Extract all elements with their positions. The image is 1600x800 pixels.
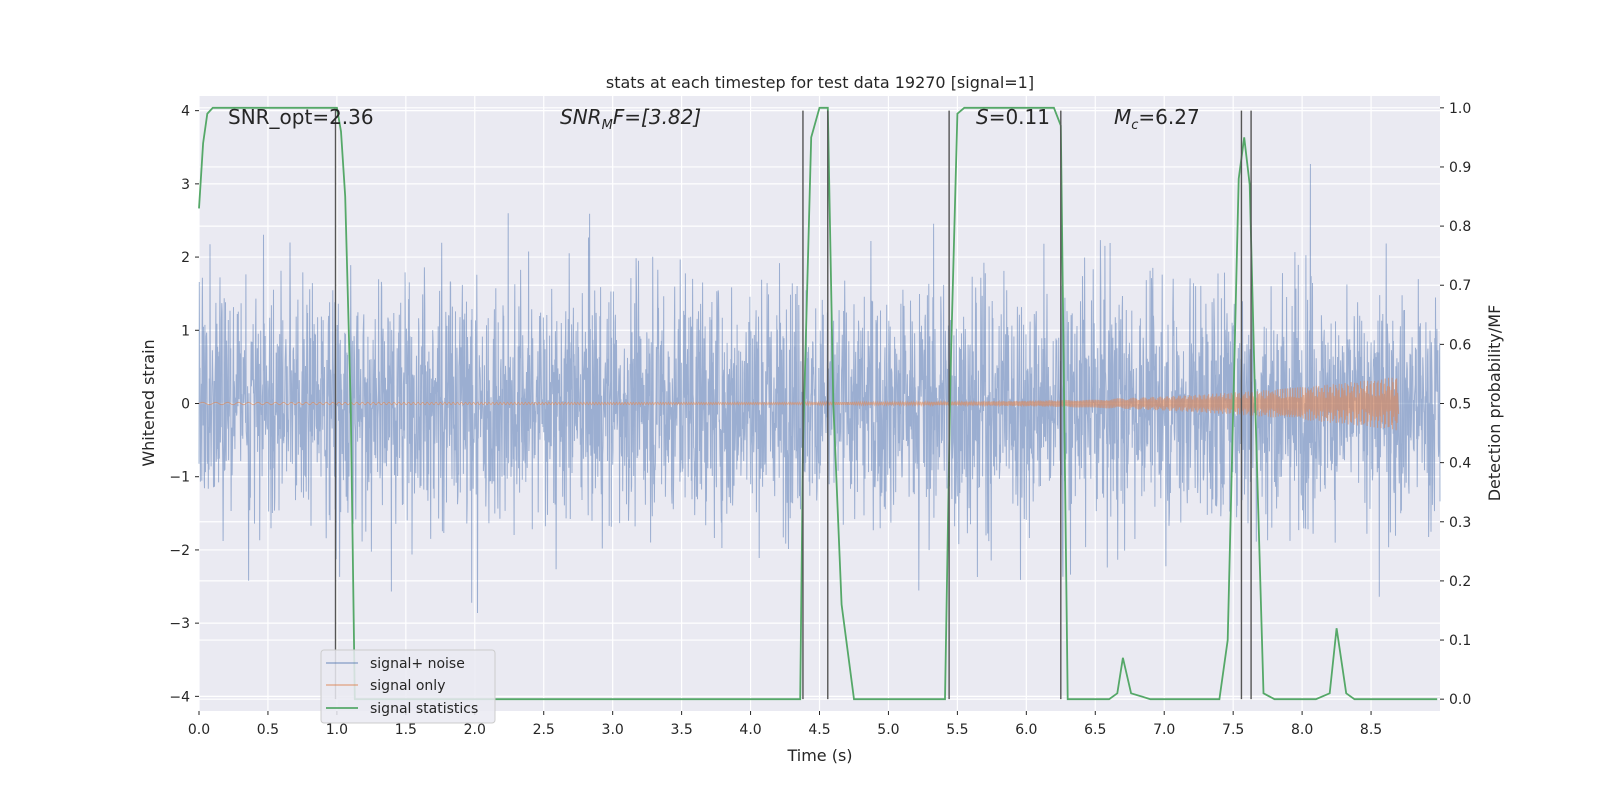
x-tick-label: 1.0 <box>326 722 348 738</box>
y-tick-label-right: 1.0 <box>1449 101 1471 117</box>
y-tick-label-left: −4 <box>169 689 190 705</box>
legend-box <box>320 649 496 724</box>
y-tick-label-left: 0 <box>181 397 190 413</box>
y-tick-label-left: 1 <box>181 323 190 339</box>
annotation-snr-opt: SNR_opt=2.36 <box>228 105 374 129</box>
signal-only-series <box>198 377 1400 431</box>
chart-title: stats at each timestep for test data 192… <box>606 73 1034 92</box>
axis-ticks: 0.0 0.5 1.0 1.5 2.0 2.5 3.0 3.5 4.0 4.5 5.0 5.5 6.0 6… <box>169 101 1471 738</box>
y-tick-label-right: 0.4 <box>1449 456 1471 472</box>
legend-label-signal-statistics: signal statistics <box>370 701 478 717</box>
y-tick-label-left: 2 <box>181 250 190 266</box>
signal-noise-trace <box>198 163 1441 614</box>
y-tick-label-right: 0.3 <box>1449 515 1471 531</box>
x-tick-label: 6.0 <box>1015 722 1037 738</box>
y-axis-label-left: Whitened strain <box>139 339 158 466</box>
signal-statistics-series <box>198 106 1438 701</box>
annotation-snr-mf: SNRMF=[3.82] <box>560 105 701 133</box>
x-tick-label: 7.0 <box>1153 722 1175 738</box>
x-tick-label: 3.0 <box>602 722 624 738</box>
annotation-mc-main: M <box>1114 105 1131 129</box>
annotation-mc-sub: c <box>1131 118 1138 133</box>
x-tick-label: 3.5 <box>670 722 692 738</box>
annotation-s-main: S <box>976 105 989 129</box>
y-tick-label-right: 0.2 <box>1449 574 1471 590</box>
x-tick-label: 0.5 <box>257 722 279 738</box>
x-tick-label: 7.5 <box>1222 722 1244 738</box>
x-tick-label: 1.5 <box>395 722 417 738</box>
y-axis-label-right: Detection probability/MF <box>1485 305 1504 502</box>
x-tick-label: 2.0 <box>464 722 486 738</box>
x-tick-label: 8.5 <box>1360 722 1382 738</box>
x-tick-label: 5.0 <box>877 722 899 738</box>
signal-statistics-line <box>198 106 1438 701</box>
y-tick-label-left: −3 <box>169 616 190 632</box>
x-tick-label: 2.5 <box>533 722 555 738</box>
x-tick-label: 4.0 <box>739 722 761 738</box>
y-tick-label-left: 3 <box>181 177 190 193</box>
annotation-s: S=0.11 <box>976 105 1050 129</box>
y-tick-label-left: −2 <box>169 543 190 559</box>
annotation-mc-rest: =6.27 <box>1138 105 1199 129</box>
legend-label-signal-noise: signal+ noise <box>370 656 465 672</box>
y-tick-label-right: 0.6 <box>1449 337 1471 353</box>
y-tick-label-right: 0.8 <box>1449 219 1471 235</box>
x-tick-label: 0.0 <box>188 722 210 738</box>
vertical-markers <box>334 110 1252 700</box>
x-tick-label: 4.5 <box>808 722 830 738</box>
x-tick-label: 5.5 <box>946 722 968 738</box>
annotation-snr-mf-rest: F=[3.82] <box>613 105 701 129</box>
y-tick-label-right: 0.7 <box>1449 278 1471 294</box>
y-tick-label-right: 0.0 <box>1449 692 1471 708</box>
y-tick-label-right: 0.5 <box>1449 397 1471 413</box>
y-tick-label-left: −1 <box>169 470 190 486</box>
annotation-snr-mf-sub: M <box>602 118 613 133</box>
annotation-snr-mf-main: SNR <box>560 105 602 129</box>
signal-only-trace <box>198 377 1400 431</box>
annotation-s-rest: =0.11 <box>989 105 1050 129</box>
legend: signal+ noise signal only signal statist… <box>320 649 496 724</box>
x-tick-label: 6.5 <box>1084 722 1106 738</box>
x-axis-label: Time (s) <box>786 746 852 765</box>
y-tick-label-right: 0.9 <box>1449 160 1471 176</box>
x-tick-label: 8.0 <box>1291 722 1313 738</box>
signal-noise-series <box>198 163 1441 614</box>
y-tick-label-left: 4 <box>181 104 190 120</box>
y-tick-label-right: 0.1 <box>1449 633 1471 649</box>
annotation-mc: Mc=6.27 <box>1114 105 1200 133</box>
legend-label-signal-only: signal only <box>370 678 445 694</box>
